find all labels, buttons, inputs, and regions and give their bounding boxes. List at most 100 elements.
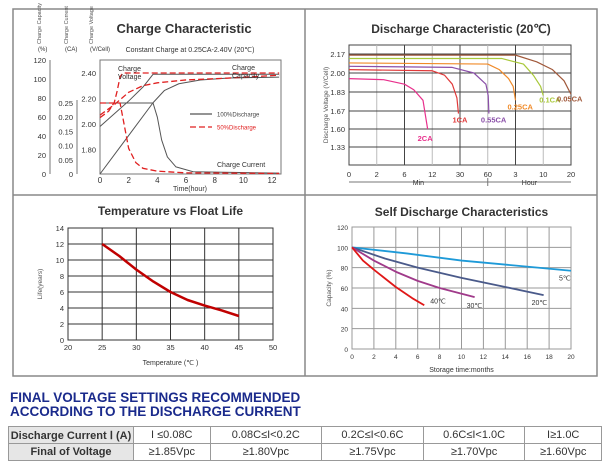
y-tick-label: 120 <box>33 56 46 65</box>
charts-frame: Charge Characteristic Constant Charge at … <box>12 3 598 377</box>
axis-unit-capacity: (%) <box>38 47 47 53</box>
table-row-current: Discharge Current Ⅰ (A) I ≤0.08C 0.08C≤I… <box>8 426 602 444</box>
recommendation-heading: FINAL VOLTAGE SETTINGS RECOMMENDED ACCOR… <box>10 391 301 419</box>
series-20℃ <box>351 246 544 296</box>
y-axis-label: Capacity (%) <box>326 269 333 306</box>
y-axis-label: Discharge Voltage (V/Cell) <box>323 67 330 143</box>
y-tick-label: 0.25 <box>58 99 73 108</box>
self-discharge-chart: Self Discharge Characteristics 0 2 4 6 8 10 12 1… <box>326 205 575 374</box>
y-tick-label: 1.33 <box>330 143 345 152</box>
y-tick-label: 2.20 <box>81 95 96 104</box>
table-cell: 0.6C≤I<1.0C <box>422 426 526 444</box>
heading-line-1: FINAL VOLTAGE SETTINGS RECOMMENDED <box>10 390 301 405</box>
legend-label: 50%Discharge <box>217 126 257 132</box>
y-tick-label: 1.80 <box>81 146 96 155</box>
row-header: Discharge Current Ⅰ (A) <box>8 426 134 444</box>
series-label: 20℃ <box>532 300 548 307</box>
annotation-charge-capacity: Capacity <box>232 73 260 80</box>
heading-line-2: ACCORDING TO THE DISCHARGE CURRENT <box>10 404 301 419</box>
y-tick-label: 40 <box>38 132 46 141</box>
table-cell: ≥1.85Vpc <box>133 443 211 461</box>
table-cell: ≥1.70Vpc <box>422 443 526 461</box>
series-voltage-100 <box>99 73 280 127</box>
y-tick-label: 2.17 <box>330 50 345 59</box>
y-tick-label: 2.00 <box>81 120 96 129</box>
series-2CA <box>348 77 429 130</box>
legend-label: 100%Discharge <box>217 113 260 119</box>
table-cell: I ≤0.08C <box>133 426 211 444</box>
x-tick-label: 12 <box>428 170 436 179</box>
y-tick-label: 0 <box>42 170 46 179</box>
x-tick-label: 10 <box>239 176 248 185</box>
x-tick-label: 40 <box>200 343 208 352</box>
chart-title: Self Discharge Characteristics <box>375 205 549 219</box>
series-label-2CA: 2CA <box>418 134 434 143</box>
x-tick-label: 4 <box>155 176 160 185</box>
series-1CA <box>348 69 460 114</box>
charge-characteristic-chart: Charge Characteristic Constant Charge at … <box>33 3 282 193</box>
annotation-charge-capacity: Charge <box>232 65 255 72</box>
x-group-label-min: Min <box>413 180 424 187</box>
temperature-float-life-chart: Temperature vs Float Life 20 25 30 35 40 45 50 0… <box>37 204 277 367</box>
x-tick-label: 6 <box>402 170 406 179</box>
series-0.25CA <box>348 62 517 101</box>
chart-title: Charge Characteristic <box>116 21 251 36</box>
x-tick-label: 14 <box>502 354 510 361</box>
x-tick-label: 0 <box>350 354 354 361</box>
y-tick-label: 80 <box>38 94 46 103</box>
axis-label-current: Charge Current <box>64 6 70 44</box>
x-tick-label: 35 <box>166 343 174 352</box>
y-tick-label: 0.20 <box>58 113 73 122</box>
x-tick-label: 20 <box>567 170 575 179</box>
y-tick-label: 0.05 <box>58 156 73 165</box>
y-tick-label: 40 <box>341 306 349 313</box>
y-tick-label: 6 <box>60 288 64 297</box>
y-tick-label: 0 <box>69 170 73 179</box>
series-40℃ <box>351 246 425 307</box>
y-tick-label: 12 <box>56 240 64 249</box>
x-tick-label: 2 <box>375 170 379 179</box>
series-label: 30℃ <box>467 303 483 310</box>
series-float-life <box>101 242 240 318</box>
chart-subtitle: Constant Charge at 0.25CA-2.40V (20℃) <box>126 47 255 54</box>
y-tick-label: 4 <box>60 304 64 313</box>
y-tick-label: 2.40 <box>81 69 96 78</box>
x-tick-label: 30 <box>456 170 464 179</box>
table-cell: ≥1.60Vpc <box>524 443 602 461</box>
series-0.1CA <box>349 57 544 96</box>
series-label: 5℃ <box>559 276 571 283</box>
x-axis-label: Storage time:months <box>429 367 494 374</box>
row-header: Final of Voltage <box>8 443 134 461</box>
y-tick-label: 100 <box>337 245 348 252</box>
x-tick-label: 8 <box>438 354 442 361</box>
x-tick-label: 4 <box>394 354 398 361</box>
y-tick-label: 100 <box>33 75 46 84</box>
x-axis-label: Time(hour) <box>173 186 207 193</box>
series-label-0.55CA: 0.55CA <box>481 116 507 125</box>
y-tick-label: 0 <box>344 347 348 354</box>
series-voltage-50 <box>99 72 280 119</box>
series-label-1CA: 1CA <box>452 116 468 125</box>
x-tick-label: 10 <box>539 170 547 179</box>
table-cell: 0.2C≤I<0.6C <box>321 426 424 444</box>
y-tick-label: 0 <box>60 336 64 345</box>
x-tick-label: 10 <box>458 354 466 361</box>
y-tick-label: 0.15 <box>58 127 73 136</box>
x-tick-label: 20 <box>567 354 575 361</box>
y-tick-label: 8 <box>60 272 64 281</box>
y-tick-label: 1.60 <box>330 125 345 134</box>
table-cell: ≥1.80Vpc <box>209 443 323 461</box>
x-tick-label: 2 <box>126 176 131 185</box>
x-group-label-hour: Hour <box>522 180 538 187</box>
x-tick-label: 12 <box>268 176 277 185</box>
y-tick-label: 10 <box>56 256 64 265</box>
y-axis-label: Life(years) <box>37 269 44 300</box>
annotation-charge-current: Charge Current <box>217 162 265 169</box>
x-tick-label: 45 <box>235 343 243 352</box>
y-tick-label: 0.10 <box>58 142 73 151</box>
series-30℃ <box>351 246 475 299</box>
y-tick-label: 2 <box>60 320 64 329</box>
y-tick-label: 60 <box>341 286 349 293</box>
series-current-100 <box>100 102 280 174</box>
chart-title: Discharge Characteristic (20℃) <box>371 22 551 36</box>
